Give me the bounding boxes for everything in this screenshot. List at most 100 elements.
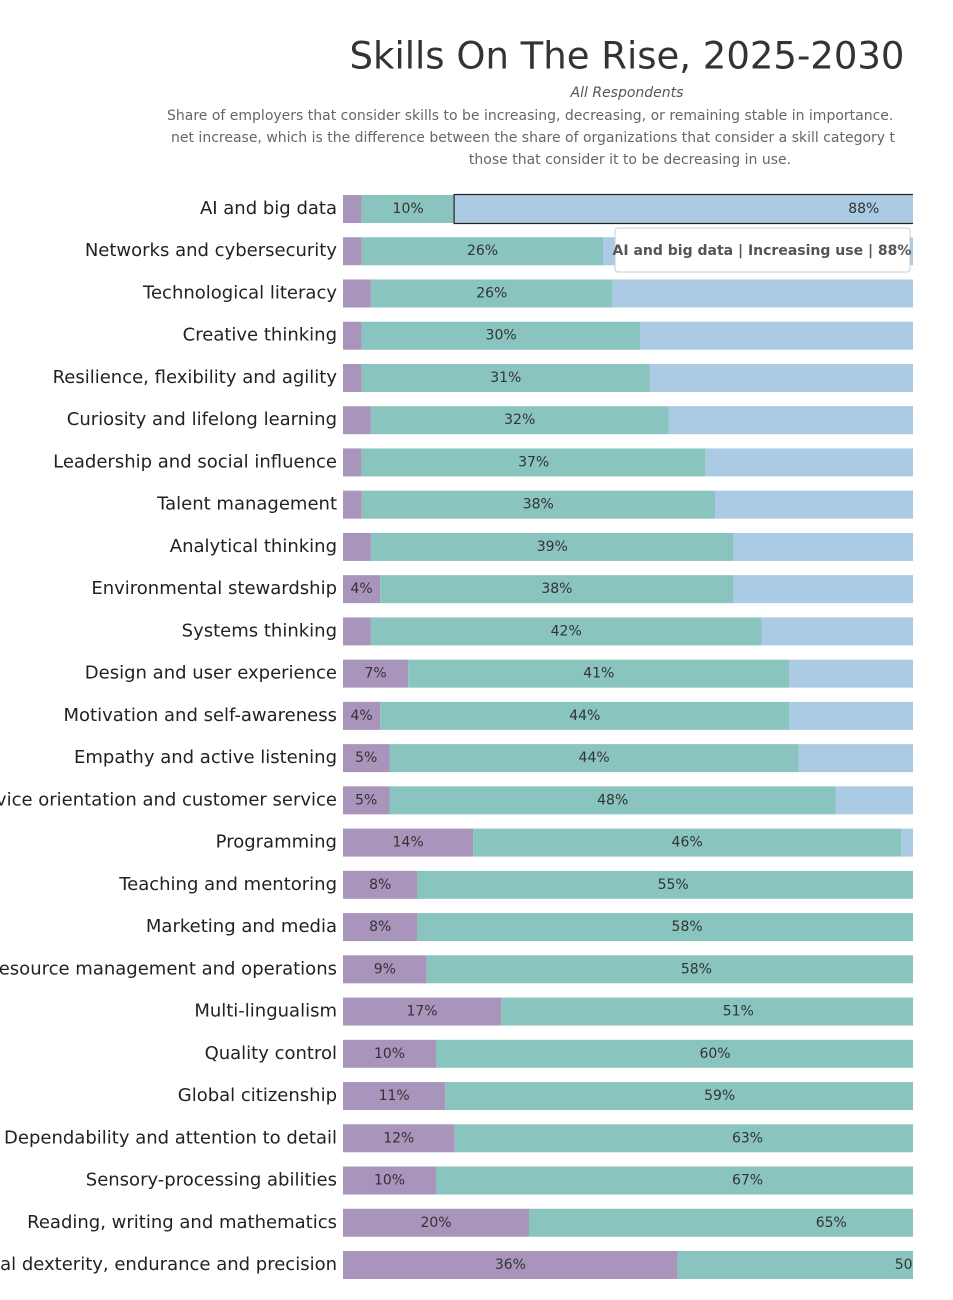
bar-segment [343, 448, 362, 476]
category-label: AI and big data [200, 198, 337, 219]
value-label: 9% [374, 961, 396, 977]
bars: 10%88%26%72%26%71%30%68%31%67%32%65%37%6… [343, 195, 953, 1280]
value-label: 20% [420, 1215, 451, 1231]
value-label: 39% [537, 539, 568, 555]
bar-segment [762, 617, 953, 645]
bar-segment [929, 871, 953, 899]
category-label: Reading, writing and mathematics [27, 1212, 337, 1233]
value-label: 65% [816, 1215, 847, 1231]
category-label: Global citizenship [178, 1085, 337, 1106]
bar-segment [901, 829, 953, 857]
value-label: 58% [681, 961, 712, 977]
bar-segment [343, 279, 371, 307]
category-label: Sensory-processing abilities [86, 1170, 337, 1191]
labels: AI and big data Networks and cybersecurit… [0, 198, 337, 1275]
value-label: 59% [704, 1088, 735, 1104]
bar-segment [734, 533, 953, 561]
value-label: 37% [518, 454, 549, 470]
bar-segment [343, 533, 371, 561]
category-label: Marketing and media [146, 916, 337, 937]
value-label: 7% [364, 666, 386, 682]
tooltip: AI and big data | Increasing use | 88% [613, 228, 912, 272]
value-label: 44% [569, 708, 600, 724]
value-label: 51% [723, 1004, 754, 1020]
value-label: 8% [369, 919, 391, 935]
category-label: Systems thinking [182, 620, 337, 641]
value-label: 50% [895, 1257, 926, 1273]
value-label: 26% [476, 285, 507, 301]
bar-segment [789, 702, 953, 730]
description-line: net increase, which is the difference be… [171, 130, 896, 146]
value-label: 42% [551, 623, 582, 639]
category-label: Resource management and operations [0, 958, 337, 979]
description-line: those that consider it to be decreasing … [469, 152, 791, 168]
bar-segment [799, 744, 953, 772]
bar-segment [706, 448, 953, 476]
value-label: 58% [672, 919, 703, 935]
value-label: 5% [355, 792, 377, 808]
category-label: Analytical thinking [170, 536, 337, 557]
category-label: Networks and cybersecurity [85, 240, 338, 261]
value-label: 46% [672, 835, 703, 851]
value-label: 63% [732, 1130, 763, 1146]
value-label: 44% [579, 750, 610, 766]
bar-segment [343, 617, 371, 645]
category-label: Quality control [205, 1043, 337, 1064]
bar-segment [669, 406, 953, 434]
category-label: Motivation and self-awareness [64, 705, 337, 726]
value-label: 68% [941, 328, 953, 344]
category-label: Design and user experience [85, 663, 337, 684]
category-label: Multi-lingualism [194, 1001, 337, 1022]
value-label: 71% [927, 285, 953, 301]
value-label: 36% [495, 1257, 526, 1273]
value-label: 8% [369, 877, 391, 893]
bar-segment [436, 1040, 953, 1068]
bar-segment [715, 491, 953, 519]
bar-segment [343, 237, 362, 265]
value-label: 38% [523, 497, 554, 513]
value-label: 12% [383, 1130, 414, 1146]
value-label: 11% [379, 1088, 410, 1104]
category-label: Dependability and attention to detail [4, 1127, 337, 1148]
value-label: 4% [350, 581, 372, 597]
category-label: Creative thinking [183, 325, 337, 346]
category-label: Technological literacy [142, 282, 337, 303]
bar-segment [343, 491, 362, 519]
chart-subtitle: All Respondents [570, 85, 684, 101]
value-label: 41% [583, 666, 614, 682]
bar-segment [836, 786, 953, 814]
bar-segment [641, 322, 953, 350]
category-label: Manual dexterity, endurance and precisio… [0, 1254, 337, 1275]
value-label: 55% [658, 877, 689, 893]
value-label: 10% [374, 1046, 405, 1062]
value-label: 10% [374, 1173, 405, 1189]
bar-segment [343, 364, 362, 392]
value-label: 48% [597, 792, 628, 808]
value-label: 17% [406, 1004, 437, 1020]
value-label: 14% [393, 835, 424, 851]
value-label: 67% [732, 1173, 763, 1189]
value-label: 30% [486, 328, 517, 344]
value-label: 72% [923, 243, 953, 259]
bar-segment [650, 364, 953, 392]
category-label: Empathy and active listening [74, 747, 337, 768]
category-label: Talent management [156, 494, 337, 515]
value-label: 38% [541, 581, 572, 597]
value-label: 10% [393, 201, 424, 217]
value-label: 32% [504, 412, 535, 428]
category-label: Leadership and social influence [53, 451, 337, 472]
bar-segment [734, 575, 953, 603]
value-label: 5% [355, 750, 377, 766]
bar-segment [455, 1124, 953, 1152]
value-label: 60% [699, 1046, 730, 1062]
value-label: 4% [350, 708, 372, 724]
category-label: Environmental stewardship [91, 578, 337, 599]
bar-segment [343, 195, 362, 223]
description-line: Share of employers that consider skills … [167, 108, 893, 124]
chart-title: Skills On The Rise, 2025-2030 [350, 35, 905, 78]
bar-segment [529, 1209, 953, 1237]
tooltip-text: AI and big data | Increasing use | 88% [613, 243, 912, 259]
value-label: 31% [490, 370, 521, 386]
bar-segment [343, 406, 371, 434]
